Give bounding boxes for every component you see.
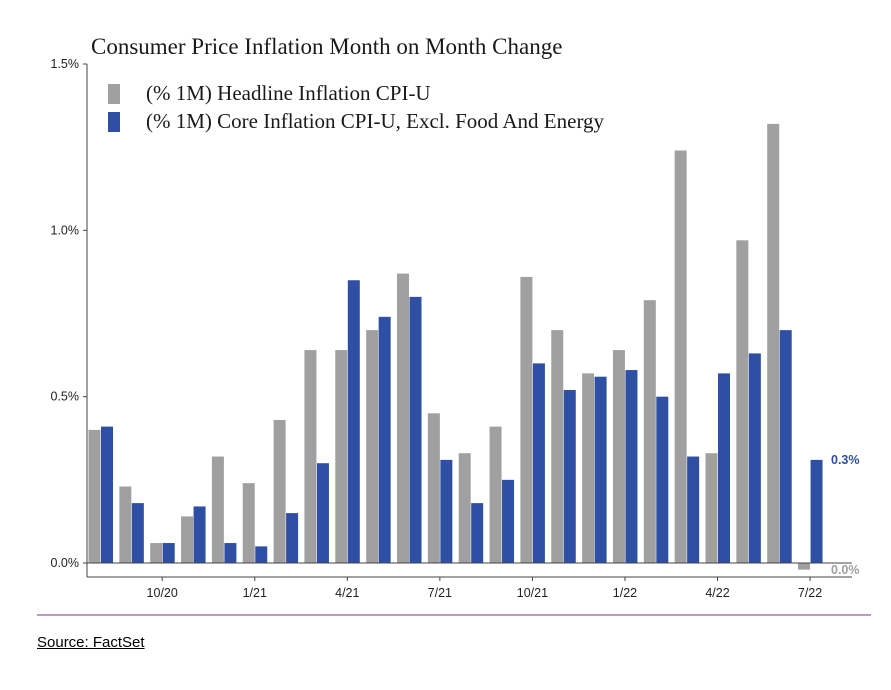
bar-headline [242, 483, 255, 563]
x-tick-label: 10/20 [147, 586, 178, 600]
x-axis: 10/20 1/21 4/21 7/21 10/21 1/22 4/22 7/22 [87, 562, 852, 600]
bar-core [193, 506, 206, 563]
bar-headline [304, 350, 317, 563]
bar-headline [273, 419, 286, 563]
bar-headline [551, 330, 564, 563]
bar-headline [88, 429, 101, 563]
bar-core [779, 330, 792, 563]
bar-core [347, 280, 360, 563]
bar-headline [643, 300, 656, 563]
bar-headline [366, 330, 379, 563]
bar-core [316, 463, 329, 563]
bar-headline [427, 413, 440, 563]
bar-headline [335, 350, 348, 563]
end-labels: 0.3% 0.0% [831, 453, 860, 577]
bar-core [625, 370, 638, 563]
bar-core [810, 459, 823, 563]
bar-core [532, 363, 545, 563]
bar-headline [798, 563, 811, 570]
bar-core [563, 390, 576, 563]
bar-core [286, 513, 299, 563]
chart-title: Consumer Price Inflation Month on Month … [91, 34, 562, 59]
y-tick-label: 1.5% [51, 57, 80, 71]
bar-headline [767, 123, 780, 563]
bar-headline [397, 273, 409, 563]
legend-swatch-headline [108, 84, 120, 104]
y-tick-label: 0.0% [51, 556, 80, 570]
bar-headline [674, 150, 687, 563]
bar-core [409, 296, 422, 563]
end-label-headline: 0.0% [831, 563, 860, 577]
bar-headline [150, 543, 163, 563]
x-tick-label: 1/22 [613, 586, 637, 600]
bar-core [748, 353, 761, 563]
legend-label-headline: (% 1M) Headline Inflation CPI-U [146, 81, 431, 105]
x-tick-label: 4/21 [335, 586, 359, 600]
bar-core [255, 546, 268, 563]
bar-headline [458, 453, 471, 563]
y-tick-label: 0.5% [51, 390, 80, 404]
bar-core [378, 316, 391, 563]
source-note: Source: FactSet [37, 634, 145, 651]
bar-core [131, 503, 144, 563]
bars [88, 123, 823, 570]
bar-headline [612, 350, 625, 563]
end-label-core: 0.3% [831, 453, 860, 467]
bar-core [594, 376, 607, 563]
bar-headline [211, 456, 224, 563]
legend-swatch-core [108, 112, 120, 132]
bar-headline [736, 240, 749, 563]
bar-core [162, 543, 175, 563]
x-tick-label: 7/22 [798, 586, 822, 600]
bar-core [471, 503, 484, 563]
bar-headline [582, 373, 595, 563]
y-tick-label: 1.0% [51, 223, 80, 237]
bar-core [224, 543, 237, 563]
x-tick-label: 10/21 [517, 586, 548, 600]
bar-headline [705, 453, 718, 563]
y-axis: 0.0% 0.5% 1.0% 1.5% [51, 57, 88, 577]
bar-core [502, 479, 515, 563]
bar-headline [520, 276, 533, 563]
x-tick-label: 1/21 [243, 586, 267, 600]
bar-core [718, 373, 730, 563]
bar-core [687, 456, 700, 563]
x-tick-label: 7/21 [428, 586, 452, 600]
legend-label-core: (% 1M) Core Inflation CPI-U, Excl. Food … [146, 109, 605, 133]
bar-headline [489, 426, 502, 563]
bar-core [656, 396, 669, 563]
x-tick-label: 4/22 [705, 586, 729, 600]
bar-core [440, 459, 453, 563]
bar-core [101, 426, 113, 563]
legend: (% 1M) Headline Inflation CPI-U (% 1M) C… [108, 81, 605, 133]
bar-headline [119, 486, 132, 563]
bar-headline [181, 516, 194, 563]
